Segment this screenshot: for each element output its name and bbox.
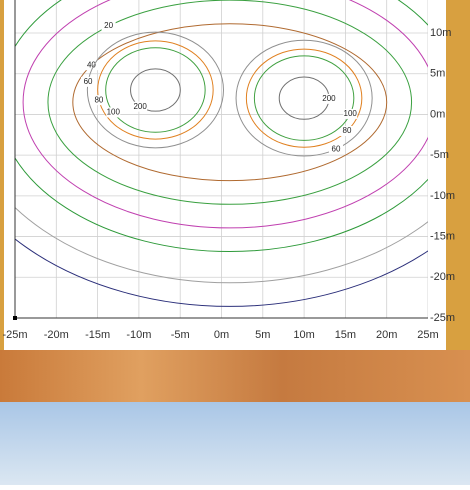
contour-label: 60: [84, 77, 93, 86]
contour-line: [130, 68, 181, 112]
x-tick-label: -10m: [126, 329, 151, 341]
contour-line: [245, 48, 363, 148]
panel: [4, 0, 446, 350]
contour-label: 100: [107, 108, 121, 117]
contour-label-bg: [343, 108, 358, 119]
contour-label-bg: [84, 60, 99, 71]
contour-line: [47, 0, 413, 205]
contour-line: [22, 0, 428, 229]
contour-line: [253, 55, 355, 141]
y-tick-label: 5m: [430, 68, 445, 80]
contour-label-bg: [133, 101, 148, 112]
sky: [0, 402, 470, 485]
contour-label-bg: [328, 144, 343, 155]
x-tick-label: -5m: [171, 329, 190, 341]
x-tick-label: -20m: [44, 329, 69, 341]
x-tick-label: 15m: [335, 329, 356, 341]
contour-line: [105, 47, 206, 133]
x-tick-label: -25m: [2, 329, 27, 341]
x-tick-label: 0m: [214, 329, 229, 341]
y-tick-label: -10m: [430, 190, 455, 202]
contour-label: 60: [332, 144, 341, 153]
x-tick-label: -15m: [85, 329, 110, 341]
contour-label: 200: [133, 102, 147, 111]
orange-band: [0, 350, 470, 402]
y-tick-label: -25m: [430, 312, 455, 324]
contour-label-bg: [101, 21, 116, 32]
contour-line: [72, 23, 388, 182]
y-tick-label: -5m: [430, 149, 449, 161]
x-tick-label: 5m: [255, 329, 270, 341]
y-tick-label: 10m: [430, 27, 451, 39]
contour-label: 100: [344, 109, 358, 118]
contour-label-bg: [106, 107, 121, 118]
x-tick-label: 25m: [417, 329, 438, 341]
contour-label: 40: [87, 60, 96, 69]
x-tick-label: 10m: [293, 329, 314, 341]
contour-label-bg: [91, 95, 106, 106]
contour-label: 80: [94, 95, 103, 104]
x-tick-label: 20m: [376, 329, 397, 341]
contour-line: [86, 31, 224, 149]
contour-label-bg: [339, 125, 354, 136]
contour-line: [15, 238, 428, 307]
origin-marker: [13, 316, 17, 320]
contour-line: [235, 39, 373, 157]
contour-label: 80: [343, 126, 352, 135]
contour-label-bg: [81, 76, 96, 87]
contour-line: [15, 206, 428, 284]
contour-label: 20: [104, 21, 113, 30]
y-tick-label: -15m: [430, 230, 455, 242]
contour-line: [15, 0, 428, 253]
y-tick-label: 0m: [430, 108, 445, 120]
y-tick-label: -20m: [430, 271, 455, 283]
contour-label: 200: [322, 94, 336, 103]
contour-label-bg: [321, 93, 336, 104]
contour-line: [97, 40, 214, 140]
